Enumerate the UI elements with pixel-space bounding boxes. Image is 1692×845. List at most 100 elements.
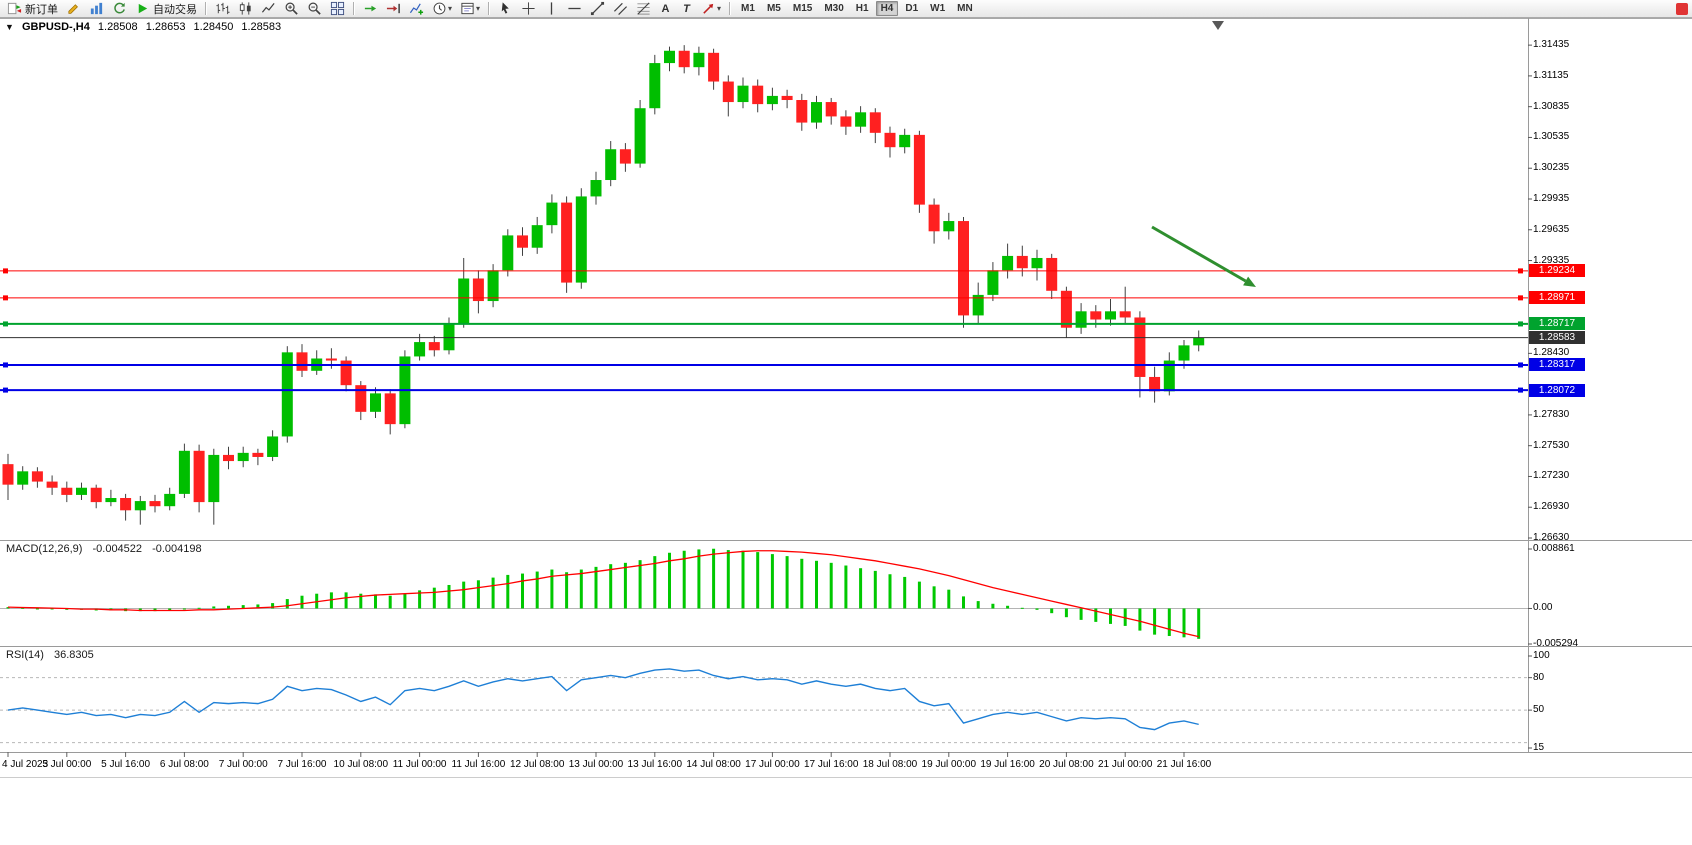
macd-axis-label: -0.005294	[1533, 638, 1579, 649]
candle-body	[120, 497, 132, 511]
candle-body	[340, 360, 352, 386]
line-handle[interactable]	[3, 387, 8, 393]
time-axis-label: 17 Jul 00:00	[745, 759, 800, 770]
indicators-list-button[interactable]	[406, 0, 427, 18]
equidistant-channel-button[interactable]	[610, 0, 631, 18]
candle-body	[296, 352, 308, 371]
trendline-button[interactable]	[587, 0, 608, 18]
zoom-in-button[interactable]	[281, 0, 302, 18]
candle-body	[472, 278, 484, 302]
ohlc-open: 1.28508	[97, 21, 138, 33]
fibonacci-button[interactable]	[633, 0, 654, 18]
chart-plot-area[interactable]	[0, 19, 1528, 752]
timeframe-m15-button[interactable]: M15	[792, 3, 813, 14]
toolbar-separator	[729, 2, 732, 15]
zoom-out-button[interactable]	[304, 0, 325, 18]
auto-scroll-button[interactable]	[360, 0, 381, 18]
timeframe-m5-button[interactable]: M5	[766, 3, 781, 14]
timeframe-m1-button[interactable]: M1	[741, 3, 755, 14]
time-axis-label: 12 Jul 08:00	[509, 759, 565, 770]
autotrading-button[interactable]: 自动交易	[132, 0, 200, 18]
line-handle[interactable]	[1518, 295, 1523, 301]
candle-body	[1105, 311, 1116, 320]
candlestick-chart-button[interactable]	[235, 0, 256, 18]
timeframe-h1-button[interactable]: H1	[855, 3, 869, 14]
metaeditor-button[interactable]	[63, 0, 84, 18]
candle-body	[546, 202, 558, 226]
candle-body	[1193, 337, 1205, 346]
rsi-line	[7, 668, 1199, 731]
price-axis-label: 1.26630	[1533, 532, 1570, 543]
candle-body	[76, 487, 87, 495]
candle-body	[370, 393, 381, 412]
candle-body	[664, 50, 675, 64]
horizontal-line-button[interactable]	[564, 0, 585, 18]
candle-body	[1090, 311, 1102, 320]
line-chart-button[interactable]	[258, 0, 279, 18]
candle-body	[355, 385, 367, 412]
line-handle[interactable]	[3, 295, 8, 301]
market-watch-button[interactable]	[86, 0, 107, 18]
cursor-button[interactable]	[495, 0, 516, 18]
new-order-button[interactable]: 新订单	[4, 0, 61, 18]
candle-body	[928, 204, 940, 232]
candle-body	[855, 112, 867, 127]
candle-body	[869, 112, 881, 133]
candle-body	[678, 50, 690, 68]
text-button[interactable]: A	[661, 2, 670, 15]
candle-body	[134, 501, 146, 511]
candles	[2, 45, 1205, 525]
price-tag: 1.29234	[1529, 264, 1585, 278]
candle-body	[943, 221, 955, 232]
rsi-axis-label: 50	[1533, 704, 1545, 716]
timeframe-m30-button[interactable]: M30	[824, 3, 844, 14]
notification-icon[interactable]	[1676, 3, 1688, 15]
timeframe-w1-button[interactable]: W1	[930, 3, 946, 14]
candle-body	[325, 358, 337, 361]
candle-body	[1163, 360, 1175, 392]
crosshair-button[interactable]	[518, 0, 539, 18]
candle-body	[61, 487, 73, 495]
line-handle[interactable]	[1518, 387, 1523, 393]
time-axis-label: 4 Jul 2023	[2, 759, 49, 770]
macd-axis-label: 0.00	[1533, 602, 1553, 614]
line-handle[interactable]	[3, 268, 8, 274]
refresh-button[interactable]	[109, 0, 130, 18]
candle-body	[825, 102, 837, 117]
line-handle[interactable]	[3, 362, 8, 368]
chart-canvas[interactable]	[0, 0, 1692, 800]
timeframe-mn-button[interactable]: MN	[957, 3, 973, 14]
periods-button[interactable]: ▾	[429, 0, 455, 18]
candle-body	[737, 85, 749, 103]
bar-chart-button[interactable]	[212, 0, 233, 18]
vertical-line-button[interactable]	[541, 0, 562, 18]
time-axis-label: 7 Jul 00:00	[218, 759, 268, 770]
price-axis-label: 1.29935	[1533, 192, 1570, 204]
line-handle[interactable]	[1518, 268, 1523, 274]
text-label-button[interactable]: T	[683, 2, 690, 15]
arrow-annotation[interactable]	[1151, 225, 1247, 283]
timeframe-h4-button[interactable]: H4	[875, 1, 899, 16]
templates-button[interactable]: ▾	[457, 0, 483, 18]
time-axis-label: 21 Jul 16:00	[1156, 759, 1212, 770]
time-axis-label: 11 Jul 16:00	[451, 759, 506, 770]
candle-body	[1060, 290, 1072, 328]
chart-shift-marker[interactable]	[1212, 21, 1224, 30]
macd-axis-label: 0.008861	[1533, 543, 1575, 554]
candle-body	[46, 481, 58, 488]
time-axis-label: 18 Jul 08:00	[862, 759, 918, 770]
arrows-button[interactable]: ▾	[698, 0, 724, 18]
time-axis-label: 11 Jul 00:00	[392, 759, 447, 770]
one-click-trading-toggle[interactable]: ▼	[5, 22, 14, 32]
tile-windows-button[interactable]	[327, 0, 348, 18]
candle-body	[164, 493, 176, 507]
line-handle[interactable]	[1518, 362, 1523, 368]
line-handle[interactable]	[1518, 321, 1523, 327]
timeframe-d1-button[interactable]: D1	[905, 3, 919, 14]
time-axis-label: 19 Jul 16:00	[980, 759, 1035, 770]
chart-shift-button[interactable]	[383, 0, 404, 18]
line-handle[interactable]	[3, 321, 8, 327]
time-axis-label: 14 Jul 08:00	[686, 759, 741, 770]
rsi-label-row: RSI(14) 36.8305	[6, 649, 101, 661]
